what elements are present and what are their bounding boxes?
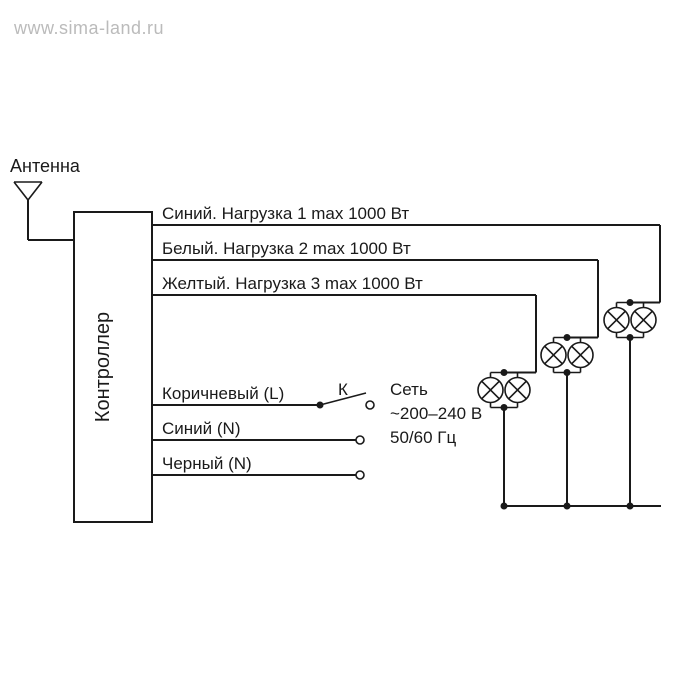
- svg-text:К: К: [338, 380, 348, 399]
- svg-text:Сеть: Сеть: [390, 380, 428, 399]
- svg-text:Желтый. Нагрузка 3 max 1000 Вт: Желтый. Нагрузка 3 max 1000 Вт: [162, 274, 423, 293]
- svg-text:Антенна: Антенна: [10, 156, 81, 176]
- svg-text:50/60 Гц: 50/60 Гц: [390, 428, 456, 447]
- wiring-diagram: Контроллер Антенна Синий. Нагрузка 1 max 1…: [0, 0, 700, 700]
- svg-text:Коричневый (L): Коричневый (L): [162, 384, 284, 403]
- svg-text:~200–240 В: ~200–240 В: [390, 404, 482, 423]
- svg-text:Синий (N): Синий (N): [162, 419, 240, 438]
- svg-text:Синий. Нагрузка 1 max 1000 Вт: Синий. Нагрузка 1 max 1000 Вт: [162, 204, 409, 223]
- svg-text:Белый. Нагрузка 2 max 1000 Вт: Белый. Нагрузка 2 max 1000 Вт: [162, 239, 411, 258]
- watermark: www.sima-land.ru: [14, 18, 164, 39]
- svg-text:Контроллер: Контроллер: [92, 312, 114, 422]
- svg-text:Черный (N): Черный (N): [162, 454, 252, 473]
